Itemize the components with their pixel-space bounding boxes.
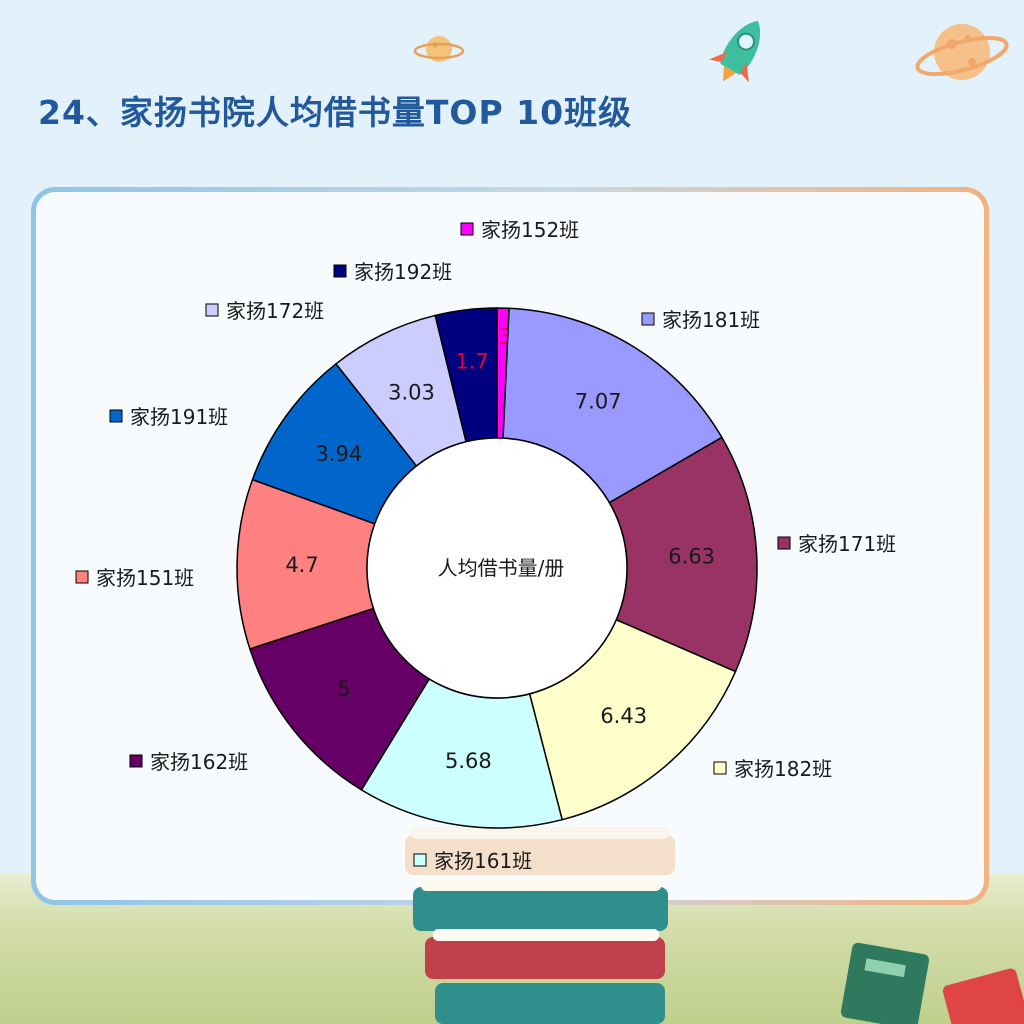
rocket-icon xyxy=(709,20,761,83)
legend-swatch-家扬151班 xyxy=(75,570,89,584)
legend-swatch-家扬191班 xyxy=(109,409,123,423)
legend-label-家扬181班: 家扬181班 xyxy=(662,308,760,332)
legend-swatch-家扬171班 xyxy=(777,536,791,550)
planet-small-icon xyxy=(413,36,465,62)
value-label-家扬192班: 1.7 xyxy=(455,349,488,373)
book-icon xyxy=(840,942,930,1024)
value-label-家扬171班: 6.63 xyxy=(668,545,715,569)
legend-swatch-家扬162班 xyxy=(129,754,143,768)
book-red-icon xyxy=(942,968,1024,1024)
legend-label-家扬191班: 家扬191班 xyxy=(130,405,228,429)
legend-swatch-家扬172班 xyxy=(205,303,219,317)
value-label-家扬181班: 7.07 xyxy=(575,389,622,413)
value-label-家扬151班: 4.7 xyxy=(285,553,318,577)
legend-label-家扬172班: 家扬172班 xyxy=(226,299,324,323)
legend-swatch-家扬152班 xyxy=(460,222,474,236)
legend-label-家扬161班: 家扬161班 xyxy=(434,849,532,873)
value-label-家扬161班: 5.68 xyxy=(445,749,492,773)
legend-label-家扬151班: 家扬151班 xyxy=(96,566,194,590)
legend-label-家扬192班: 家扬192班 xyxy=(354,260,452,284)
legend-label-家扬162班: 家扬162班 xyxy=(150,750,248,774)
center-label: 人均借书量/册 xyxy=(438,556,565,580)
legend-label-家扬182班: 家扬182班 xyxy=(734,757,832,781)
legend-swatch-家扬182班 xyxy=(713,761,727,775)
value-label-家扬191班: 3.94 xyxy=(315,442,362,466)
planet-large-icon xyxy=(915,24,1009,80)
legend-swatch-家扬161班 xyxy=(413,853,427,867)
books-stack-illustration xyxy=(405,827,675,1024)
value-label-家扬182班: 6.43 xyxy=(600,704,647,728)
value-label-家扬162班: 5 xyxy=(337,677,350,701)
legend-label-家扬171班: 家扬171班 xyxy=(798,532,896,556)
doughnut-hole xyxy=(366,437,628,699)
value-label-家扬172班: 3.03 xyxy=(388,381,435,405)
legend-swatch-家扬192班 xyxy=(333,264,347,278)
page-title: 24、家扬书院人均借书量TOP 10班级 xyxy=(38,93,633,132)
legend-swatch-家扬181班 xyxy=(641,312,655,326)
legend-label-家扬152班: 家扬152班 xyxy=(481,218,579,242)
